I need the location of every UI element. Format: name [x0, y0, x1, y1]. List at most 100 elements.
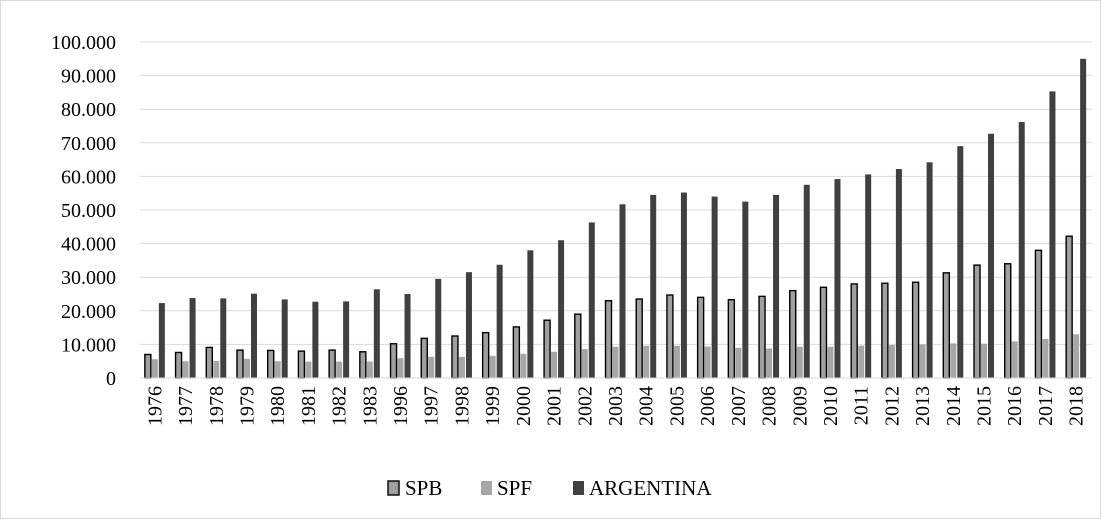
bar-spb-2012: [881, 282, 889, 379]
bar-spb-2015: [973, 264, 981, 379]
bar-spb-2003: [604, 300, 613, 379]
bar-spf-2000: [520, 353, 527, 378]
bar-spf-2008: [766, 348, 773, 378]
bar-spb-1982: [328, 349, 336, 379]
x-tick-label: 1979: [236, 386, 258, 426]
bar-argentina-1981: [312, 301, 319, 378]
bar-argentina-2008: [773, 194, 780, 378]
bar-spb-1998: [451, 335, 459, 379]
bar-spf-2005: [673, 345, 680, 378]
bar-spb-2018: [1065, 235, 1073, 379]
bar-argentina-2009: [803, 184, 810, 378]
bar-argentina-1998: [465, 272, 472, 378]
bar-argentina-2014: [957, 146, 964, 378]
legend-label-spb: SPB: [405, 476, 442, 500]
bar-spf-1999: [489, 355, 496, 378]
bar-spf-2012: [888, 345, 895, 378]
bar-argentina-2015: [988, 133, 995, 378]
x-tick-label: 2009: [789, 386, 811, 426]
bar-spb-2009: [789, 289, 797, 379]
legend-label-argentina: ARGENTINA: [589, 476, 712, 500]
y-tick-label: 60.000: [61, 166, 116, 188]
y-tick-label: 80.000: [61, 99, 116, 121]
bar-spb-2017: [1034, 249, 1043, 379]
bar-spb-2010: [819, 286, 828, 379]
bar-spf-2015: [981, 343, 988, 378]
bar-spb-1996: [389, 343, 398, 379]
bar-spf-2004: [643, 345, 650, 378]
bar-argentina-2016: [1018, 121, 1025, 378]
bar-spf-1976: [151, 359, 158, 378]
bar-argentina-2012: [895, 169, 902, 378]
bar-argentina-2007: [742, 201, 749, 378]
bar-argentina-2004: [650, 194, 657, 378]
x-tick-label: 2012: [881, 386, 903, 426]
bar-spf-1983: [366, 361, 373, 378]
bar-spf-2002: [581, 349, 588, 378]
bar-spb-2011: [850, 283, 858, 379]
bar-argentina-2017: [1049, 91, 1056, 378]
bar-spf-1997: [428, 356, 435, 378]
x-tick-label: 2017: [1035, 386, 1057, 426]
x-tick-label: 2016: [1004, 386, 1026, 426]
bar-spb-2001: [543, 319, 551, 379]
bar-spb-1977: [174, 351, 183, 379]
bar-spf-1978: [213, 360, 220, 378]
bar-spb-2013: [911, 281, 920, 379]
bar-spb-1980: [266, 349, 275, 379]
bar-spb-2006: [696, 296, 705, 379]
bar-spf-2014: [950, 343, 957, 378]
bar-spb-1997: [420, 337, 428, 379]
x-tick-label: 2001: [544, 386, 566, 426]
x-tick-label: 2008: [759, 386, 781, 426]
bar-spb-2007: [727, 299, 736, 379]
bar-spb-2004: [635, 298, 643, 379]
bar-spf-1980: [274, 361, 281, 378]
y-tick-label: 100.000: [51, 32, 116, 54]
bar-spb-1981: [297, 350, 306, 379]
bar-argentina-2010: [834, 179, 841, 378]
bar-argentina-1977: [189, 298, 196, 378]
bar-spf-2010: [827, 346, 834, 378]
bar-spf-2001: [551, 351, 558, 378]
bar-argentina-1999: [496, 264, 503, 378]
bar-spb-1978: [205, 346, 213, 379]
bar-argentina-2018: [1080, 58, 1087, 379]
y-tick-label: 10.000: [61, 334, 116, 356]
bar-spf-1982: [336, 361, 343, 378]
bar-spf-2013: [919, 344, 926, 378]
bar-spf-1998: [458, 356, 465, 378]
bar-argentina-1997: [435, 278, 442, 378]
x-tick-label: 1996: [390, 386, 412, 426]
bar-argentina-2011: [865, 174, 872, 378]
bar-spb-2014: [942, 272, 951, 379]
bar-argentina-1982: [343, 301, 350, 378]
x-tick-label: 1998: [451, 386, 473, 426]
gridlines: [140, 41, 1092, 345]
x-tick-label: 2000: [513, 386, 535, 426]
y-tick-label: 20.000: [61, 301, 116, 323]
bar-argentina-1983: [373, 289, 380, 378]
y-tick-label: 30.000: [61, 267, 116, 289]
y-tick-label: 70.000: [61, 133, 116, 155]
bar-argentina-2002: [588, 222, 595, 378]
legend: SPB SPF ARGENTINA: [387, 476, 712, 500]
x-tick-label: 2010: [820, 386, 842, 426]
x-tick-label: 2015: [974, 386, 996, 426]
x-axis: 1976 1977 1978 1979 1980 1981 1982 1983 1996 1997…: [140, 377, 1092, 426]
bar-argentina-2005: [680, 192, 687, 378]
bar-spf-2016: [1011, 341, 1018, 378]
x-tick-label: 2018: [1066, 386, 1088, 426]
bar-spf-2017: [1042, 339, 1049, 378]
legend-label-spf: SPF: [497, 476, 532, 500]
bar-argentina-2000: [527, 250, 534, 378]
bar-spf-1981: [305, 361, 312, 378]
x-tick-label: 1978: [206, 386, 228, 426]
bar-spf-1979: [243, 358, 250, 378]
bar-spb-2005: [666, 294, 674, 379]
bar-spf-2003: [612, 346, 619, 378]
bar-argentina-1978: [220, 298, 227, 378]
x-tick-label: 2007: [728, 386, 750, 426]
